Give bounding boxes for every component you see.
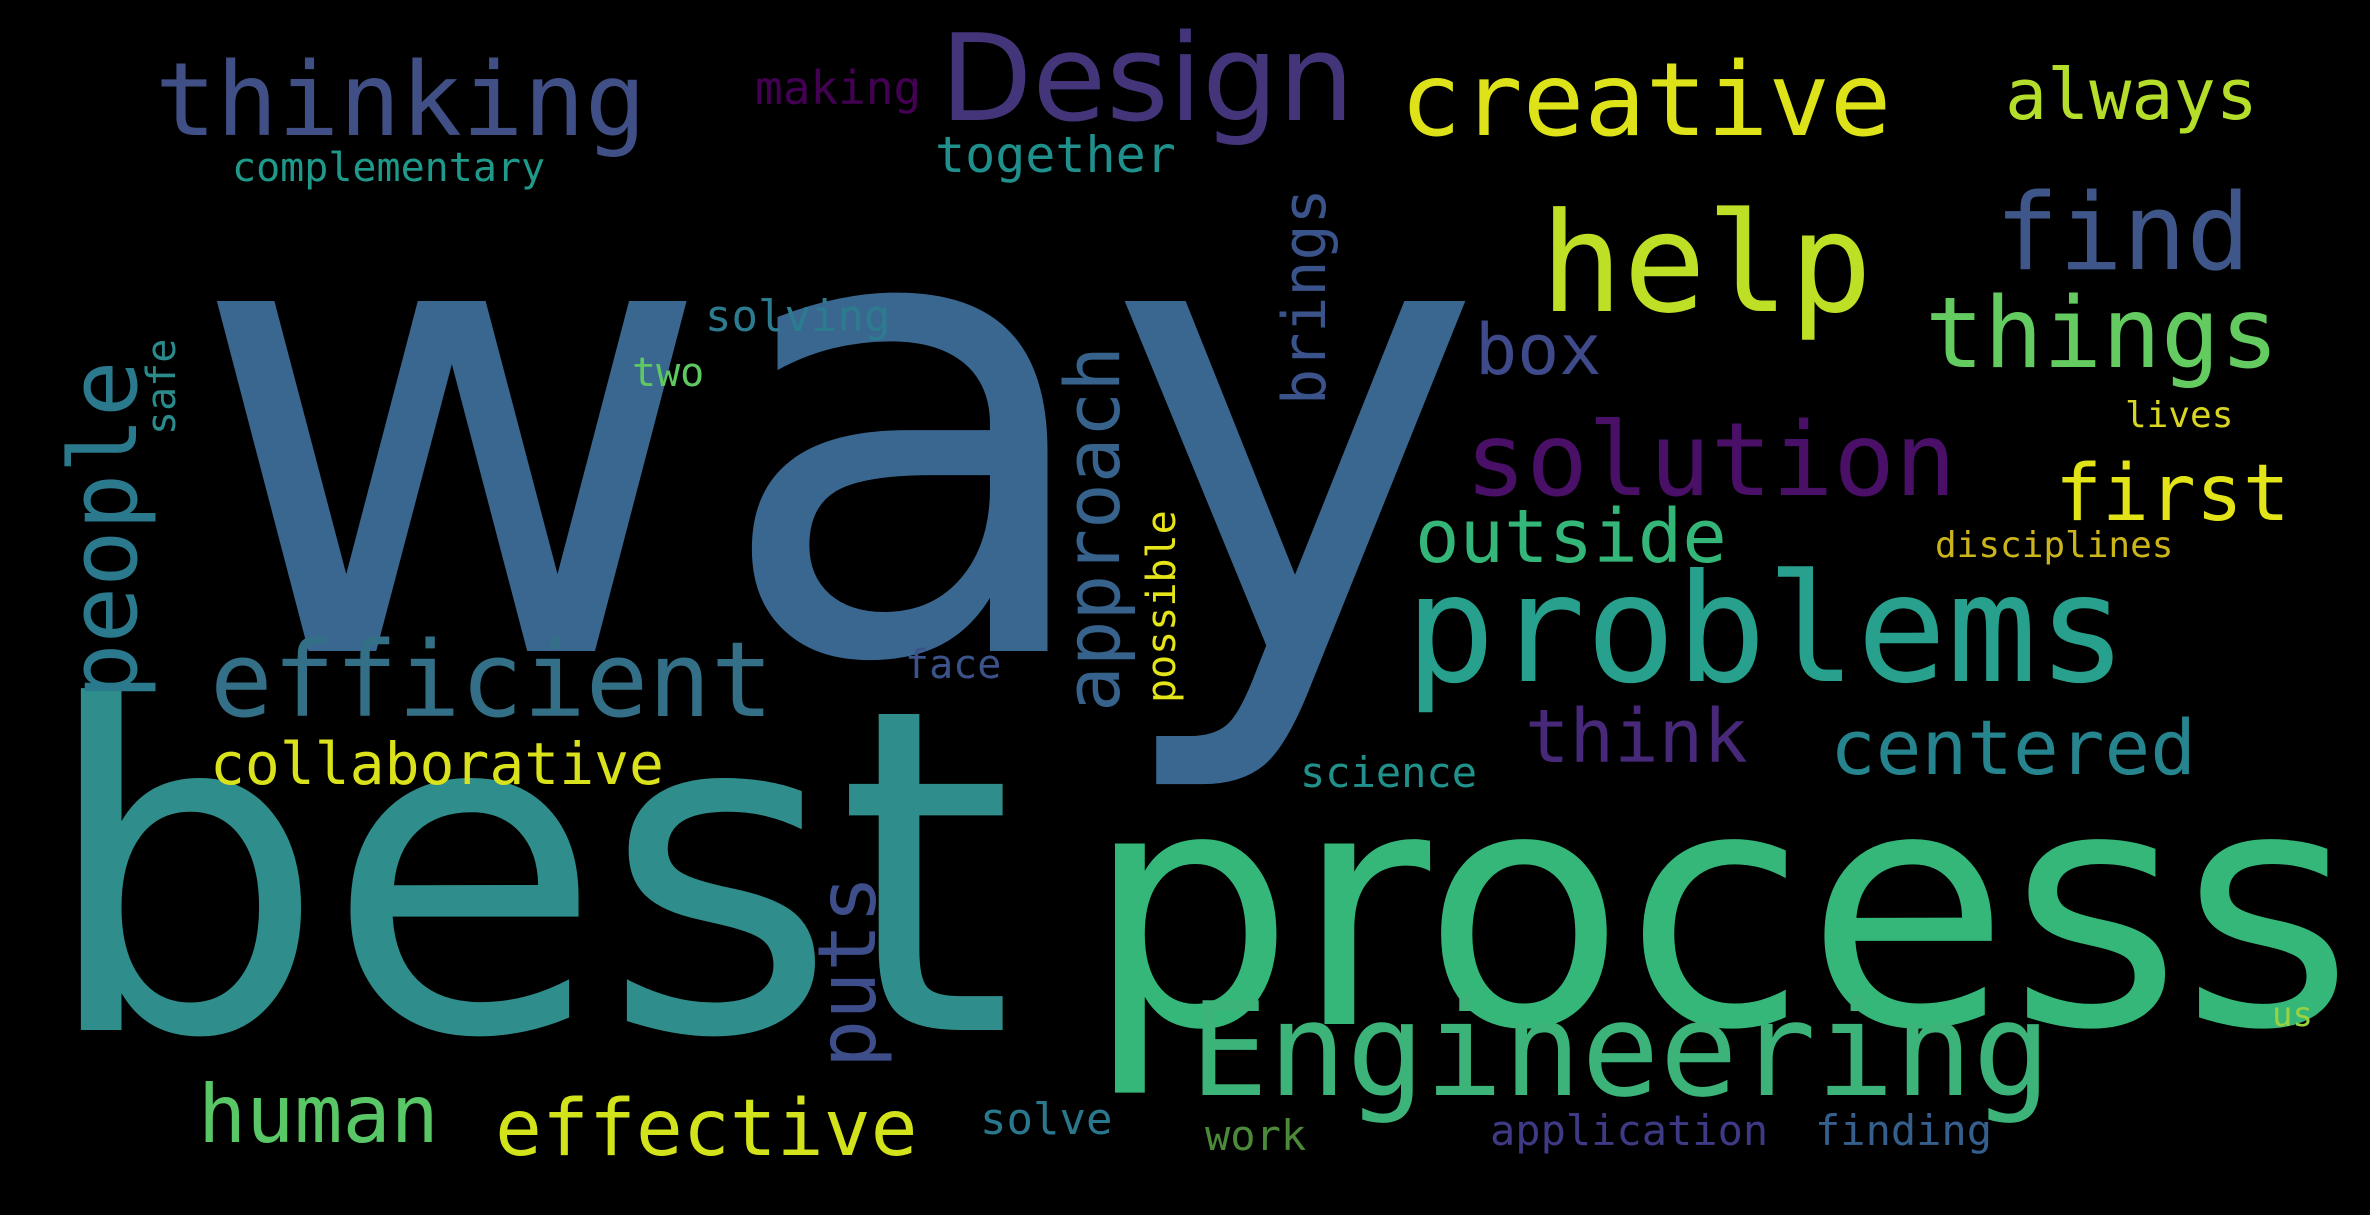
word-safe: safe — [139, 338, 185, 435]
word-creative: creative — [1400, 41, 1892, 160]
word-way: way — [190, 57, 1485, 802]
word-human: human — [198, 1068, 439, 1161]
word-thinking: thinking — [155, 41, 647, 160]
word-centered: centered — [1830, 703, 2197, 792]
word-finding: finding — [1815, 1106, 1993, 1155]
word-outside: outside — [1415, 494, 1727, 580]
word-problems: problems — [1405, 543, 2128, 717]
word-effective: effective — [495, 1084, 918, 1174]
word-complementary: complementary — [232, 145, 546, 191]
word-efficient: efficient — [210, 619, 774, 741]
word-disciplines: disciplines — [1935, 525, 2174, 566]
word-think: think — [1525, 694, 1748, 780]
word-us: us — [2272, 995, 2313, 1035]
word-science: science — [1300, 748, 1478, 797]
word-collaborative: collaborative — [210, 730, 664, 798]
word-application: application — [1490, 1106, 1769, 1155]
word-box: box — [1475, 309, 1602, 391]
word-engineering: Engineering — [1190, 974, 2051, 1126]
word-making: making — [755, 61, 922, 115]
word-design: Design — [940, 10, 1355, 149]
word-work: work — [1205, 1111, 1307, 1160]
word-brings: brings — [1270, 188, 1340, 405]
word-approach: approach — [1048, 345, 1137, 712]
word-help: help — [1540, 183, 1873, 344]
word-process: process — [1085, 718, 2354, 1102]
word-people: people — [50, 360, 159, 700]
word-solution: solution — [1465, 401, 1957, 520]
word-face: face — [905, 642, 1002, 688]
word-things: things — [1925, 277, 2280, 391]
word-solving: solving — [705, 291, 891, 342]
word-together: together — [935, 126, 1176, 184]
word-possible: possible — [1139, 510, 1185, 703]
word-best: best — [40, 613, 1014, 1137]
word-puts: puts — [801, 875, 894, 1068]
word-always: always — [2005, 54, 2258, 136]
word-two: two — [632, 350, 705, 396]
word-solve: solve — [980, 1094, 1113, 1145]
word-lives: lives — [2125, 395, 2234, 436]
word-first: first — [2055, 449, 2290, 539]
word-find: find — [1995, 171, 2251, 294]
